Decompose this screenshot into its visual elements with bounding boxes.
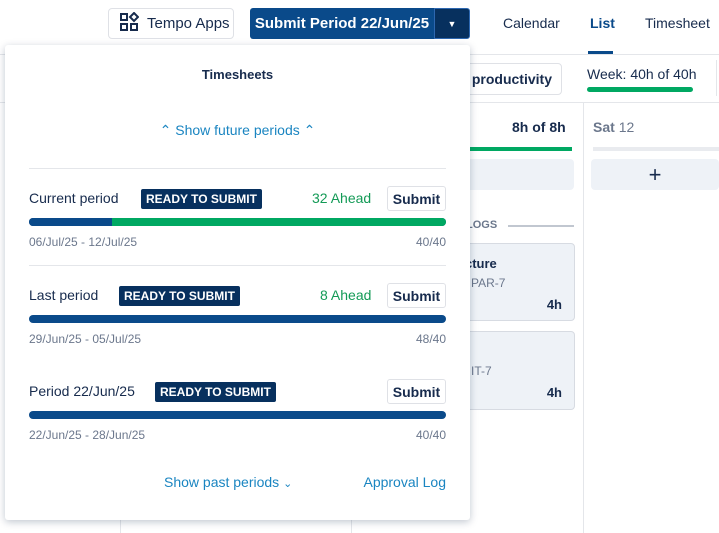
day-progress-bar: [440, 147, 572, 151]
status-badge: READY TO SUBMIT: [141, 189, 262, 209]
submit-period-button[interactable]: Submit Period 22/Jun/25: [250, 8, 434, 39]
submit-period-dropdown[interactable]: ▼: [434, 8, 470, 39]
status-badge: READY TO SUBMIT: [155, 382, 276, 402]
period-progress-bar: [29, 411, 446, 419]
period-progress-bar: [29, 315, 446, 323]
submit-button[interactable]: Submit: [387, 186, 446, 211]
show-future-periods-link[interactable]: ⌃ Show future periods ⌃: [5, 122, 470, 139]
issue-key: PAR-7: [471, 276, 506, 290]
show-past-label: Show past periods: [164, 474, 280, 490]
popup-title: Timesheets: [201, 67, 274, 82]
nav-list[interactable]: List: [590, 15, 615, 31]
divider: [508, 225, 574, 227]
day-total: 8h of 8h: [512, 119, 566, 135]
divider: [29, 265, 446, 266]
sat-label: Sat: [593, 119, 615, 135]
period-hours: 40/40: [415, 428, 446, 442]
period-dates: 22/Jun/25 - 28/Jun/25: [29, 428, 146, 442]
status-badge: READY TO SUBMIT: [119, 286, 240, 306]
logs-heading: LOGS: [466, 219, 498, 231]
column-divider: [583, 103, 584, 533]
period-dates: 29/Jun/25 - 05/Jul/25: [29, 332, 142, 346]
add-worklog-button[interactable]: +: [591, 159, 719, 190]
divider: [716, 60, 717, 96]
timesheets-popup: Timesheets ⌃ Show future periods ⌃ Curre…: [5, 45, 470, 520]
ahead-count: 32 Ahead: [312, 190, 372, 206]
week-total: Week: 40h of 40h: [587, 66, 697, 82]
progress-ahead: [112, 218, 446, 226]
worklog-hours: 4h: [546, 297, 562, 312]
period-dates: 06/Jul/25 - 12/Jul/25: [29, 235, 138, 249]
sat-date: 12: [618, 119, 635, 135]
submit-button[interactable]: Submit: [387, 379, 446, 404]
caret-down-icon: ▼: [447, 18, 457, 29]
period-label: Current period: [29, 190, 119, 206]
worklog-hours: 4h: [546, 385, 562, 400]
issue-key: IT-7: [471, 364, 492, 378]
show-past-periods-link[interactable]: Show past periods ⌄: [164, 474, 292, 490]
tempo-apps-label: Tempo Apps: [147, 15, 230, 32]
nav-calendar[interactable]: Calendar: [503, 15, 560, 31]
chevron-down-icon: ⌄: [283, 478, 293, 490]
day-progress-bar: [593, 147, 719, 151]
apps-grid-icon: [119, 11, 140, 36]
period-label: Period 22/Jun/25: [29, 383, 135, 399]
plus-icon: +: [648, 161, 662, 187]
submit-button[interactable]: Submit: [387, 283, 446, 308]
show-future-label: Show future periods: [175, 122, 300, 138]
active-tab-indicator: [588, 51, 613, 54]
worklog-title: cture: [465, 256, 497, 271]
ahead-count: 8 Ahead: [320, 287, 372, 303]
chevron-up-icon: ⌃: [303, 122, 316, 138]
progress-submitted: [29, 218, 113, 226]
tempo-apps-button[interactable]: Tempo Apps: [108, 8, 234, 39]
period-progress-bar: [29, 218, 446, 226]
period-hours: 48/40: [415, 332, 446, 346]
period-label: Last period: [29, 287, 99, 303]
week-progress-bar: [587, 87, 693, 92]
approval-log-link[interactable]: Approval Log: [363, 474, 446, 490]
period-hours: 40/40: [415, 235, 446, 249]
nav-timesheet[interactable]: Timesheet: [645, 15, 710, 31]
divider: [29, 168, 446, 169]
chevron-up-icon: ⌃: [159, 122, 172, 138]
